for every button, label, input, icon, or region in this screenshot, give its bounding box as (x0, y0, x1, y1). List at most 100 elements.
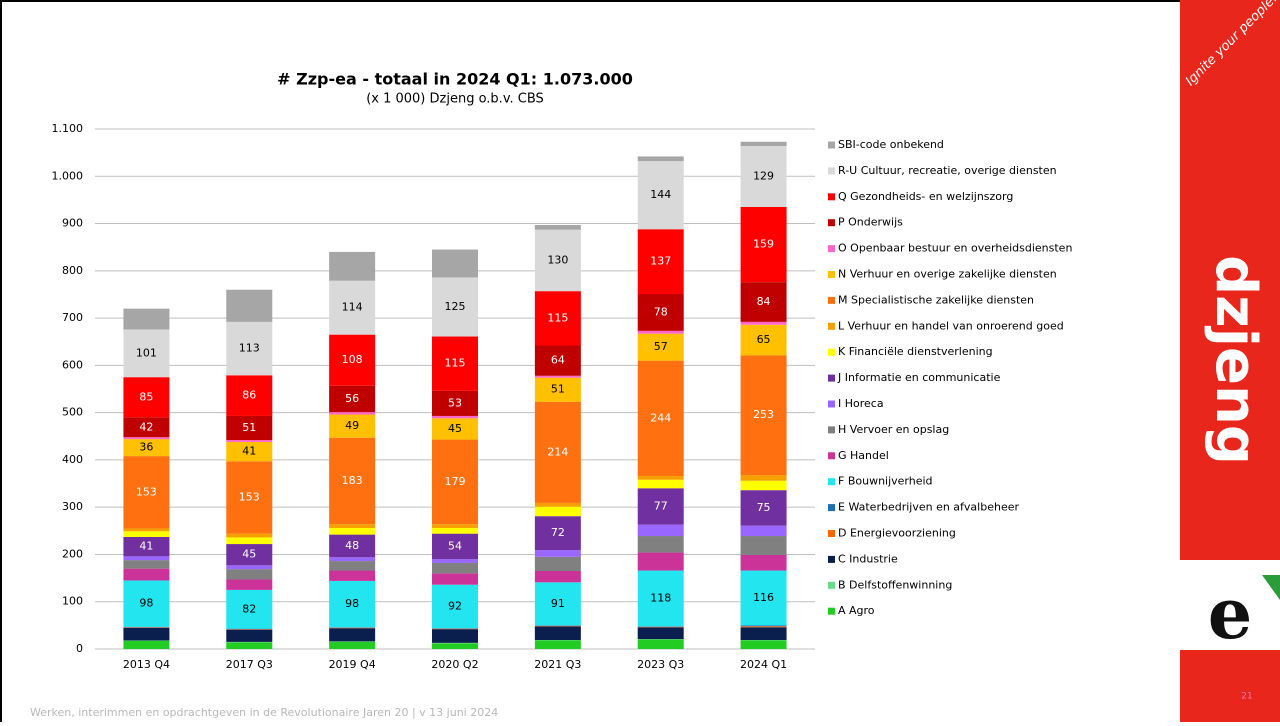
bar-segment (226, 565, 272, 569)
data-label: 53 (448, 396, 462, 409)
bar-segment (535, 550, 581, 557)
data-label: 77 (654, 499, 668, 512)
data-label: 130 (547, 253, 568, 266)
bar-segment (432, 573, 478, 584)
bar-segment (123, 531, 169, 537)
data-label: 56 (345, 392, 359, 405)
data-label: 92 (448, 599, 462, 612)
bar-segment (741, 322, 787, 325)
legend-label: SBI-code onbekend (838, 138, 944, 151)
legend-swatch (828, 245, 835, 252)
bar-segment (226, 642, 272, 649)
data-label: 101 (136, 346, 157, 359)
legend-swatch (828, 452, 835, 459)
data-label: 91 (551, 597, 565, 610)
legend-swatch (828, 478, 835, 485)
data-label: 115 (547, 311, 568, 324)
legend-label: D Energievoorziening (838, 527, 956, 540)
legend-label: F Bouwnijverheid (838, 475, 933, 488)
bar-segment (329, 524, 375, 528)
data-label: 98 (139, 597, 153, 610)
bar-segment (123, 628, 169, 641)
data-label: 57 (654, 340, 668, 353)
y-tick-label: 300 (62, 500, 83, 513)
bar-segment (535, 557, 581, 571)
bar-segment (638, 627, 684, 639)
legend-swatch (828, 271, 835, 278)
x-tick-label: 2019 Q4 (329, 658, 376, 671)
legend-swatch (828, 167, 835, 174)
bar-segment (638, 525, 684, 536)
data-label: 78 (654, 305, 668, 318)
y-tick-label: 600 (62, 358, 83, 371)
legend-label: M Specialistische zakelijke diensten (838, 293, 1034, 306)
data-label: 153 (239, 490, 260, 503)
data-label: 86 (242, 389, 256, 402)
bar-segment (432, 524, 478, 528)
data-label: 42 (139, 420, 153, 433)
legend-label: Q Gezondheids- en welzijnszorg (838, 190, 1013, 203)
data-label: 41 (139, 540, 153, 553)
footer: Werken, interimmen en opdrachtgeven in d… (30, 706, 498, 719)
bar-segment (329, 557, 375, 561)
legend-label: H Vervoer en opslag (838, 423, 949, 436)
legend-label: A Agro (838, 604, 875, 617)
data-label: 116 (753, 591, 774, 604)
legend-label: J Informatie en communicatie (837, 371, 1001, 384)
bar-segment (329, 628, 375, 641)
legend-label: P Onderwijs (838, 216, 903, 229)
data-label: 41 (242, 445, 256, 458)
x-tick-label: 2013 Q4 (123, 658, 170, 671)
x-tick-label: 2021 Q3 (534, 658, 581, 671)
data-label: 45 (448, 422, 462, 435)
bar-segment (638, 156, 684, 161)
bar-segment (741, 142, 787, 146)
y-tick-label: 500 (62, 406, 83, 419)
data-label: 159 (753, 238, 774, 251)
data-label: 108 (342, 353, 363, 366)
bar-segment (329, 571, 375, 581)
legend-label: O Openbaar bestuur en overheidsdiensten (838, 242, 1072, 255)
bar-segment (535, 503, 581, 507)
bar-segment (638, 640, 684, 649)
x-tick-label: 2020 Q2 (431, 658, 478, 671)
bar-segment (638, 553, 684, 571)
brand-logo: dzjeng (1203, 255, 1268, 465)
legend-swatch (828, 426, 835, 433)
bar-segment (741, 475, 787, 481)
y-tick-label: 200 (62, 547, 83, 560)
bar-segment (432, 559, 478, 563)
data-label: 51 (242, 421, 256, 434)
bar-segment (535, 376, 581, 378)
bar-segment (741, 640, 787, 649)
data-label: 49 (345, 419, 359, 432)
data-label: 183 (342, 474, 363, 487)
e-logo: e (1208, 572, 1253, 655)
bar-segment (226, 290, 272, 322)
legend-label: B Delfstoffenwinning (838, 578, 952, 591)
legend-swatch (828, 375, 835, 382)
chart-title: # Zzp-ea - totaal in 2024 Q1: 1.073.000 (277, 70, 633, 89)
bar-segment (741, 627, 787, 640)
y-tick-label: 900 (62, 217, 83, 230)
data-label: 48 (345, 539, 359, 552)
bar-segment (432, 643, 478, 649)
data-label: 98 (345, 597, 359, 610)
bar-segment (123, 569, 169, 581)
data-label: 64 (551, 354, 565, 367)
y-tick-label: 1.000 (52, 169, 84, 182)
bar-segment (123, 560, 169, 569)
bar-segment (226, 537, 272, 544)
bar-segment (226, 580, 272, 590)
x-tick-label: 2024 Q1 (740, 658, 787, 671)
y-tick-label: 0 (76, 642, 83, 655)
bar-segment (329, 528, 375, 535)
data-label: 137 (650, 255, 671, 268)
bar-segment (741, 481, 787, 490)
legend-label: I Horeca (838, 397, 884, 410)
bar-segment (638, 331, 684, 334)
data-label: 125 (445, 300, 466, 313)
bar-segment (123, 528, 169, 531)
data-label: 129 (753, 170, 774, 183)
data-label: 54 (448, 539, 462, 552)
